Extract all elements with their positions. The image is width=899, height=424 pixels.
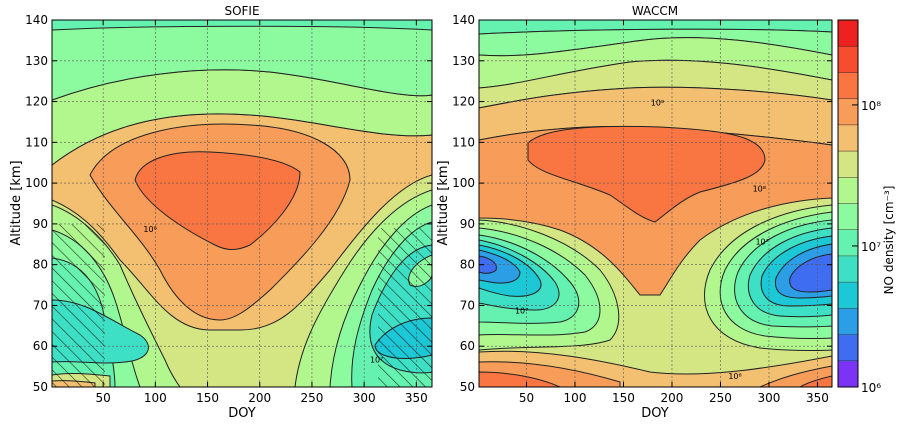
- waccm-ytick-label: 110: [452, 135, 475, 149]
- colorbar-segment: [838, 229, 858, 257]
- waccm-title: WACCM: [632, 4, 678, 18]
- waccm-xtick-label: 250: [709, 391, 732, 405]
- waccm-contour-field: [479, 20, 832, 387]
- colorbar: 10⁶ 10⁷ 10⁸ NO density [cm⁻³]: [837, 19, 896, 395]
- colorbar-label: NO density [cm⁻³]: [882, 186, 896, 295]
- colorbar-segments: [838, 20, 858, 388]
- waccm-xtick-label: 350: [806, 391, 829, 405]
- sofie-band-top-green: [52, 20, 432, 101]
- colorbar-segment: [838, 124, 858, 152]
- colorbar-segment: [838, 20, 858, 47]
- colorbar-segment: [838, 98, 858, 126]
- waccm-ticks: 50 100 150 200 250 300 350 50 60 70 80 90 100 110 120 1…: [452, 13, 832, 405]
- sofie-xlabel: DOY: [228, 406, 256, 421]
- sofie-contour-labels: 10⁸ 10⁷: [143, 225, 383, 364]
- waccm-ytick-label: 100: [452, 176, 475, 190]
- waccm-ytick-label: 140: [452, 13, 475, 27]
- colorbar-segment: [838, 151, 858, 178]
- sofie-title: SOFIE: [224, 4, 259, 18]
- sofie-contour-label: 10⁷: [370, 356, 383, 365]
- sofie-ytick-label: 120: [25, 95, 48, 109]
- waccm-xlabel: DOY: [641, 406, 669, 421]
- waccm-ytick-label: 90: [460, 217, 475, 231]
- colorbar-segment: [838, 255, 858, 283]
- waccm-ylabel: Altitude [km]: [436, 160, 451, 245]
- sofie-xtick-label: 100: [144, 391, 167, 405]
- waccm-axes-frame: [478, 19, 833, 388]
- sofie-contour-label: 10⁸: [143, 225, 156, 234]
- waccm-panel: 50 100 150 200 250 300 350 50 60 70 80 90 100 110 120 1…: [436, 4, 833, 421]
- colorbar-segment: [838, 72, 858, 100]
- sofie-ytick-label: 50: [33, 380, 48, 394]
- colorbar-tick-label: 10⁶: [861, 381, 881, 395]
- waccm-contour-label: 10⁷: [755, 237, 768, 246]
- waccm-contour-label: 10⁷: [515, 307, 528, 316]
- waccm-xtick-label: 150: [612, 391, 635, 405]
- sofie-ticks: 50 100 150 200 250 300 350 50 60 70 80 90 100 110 120 1…: [25, 13, 432, 405]
- sofie-axes-frame: [51, 19, 433, 388]
- sofie-ytick-label: 110: [25, 135, 48, 149]
- sofie-ytick-label: 140: [25, 13, 48, 27]
- sofie-xtick-label: 50: [96, 391, 111, 405]
- sofie-xtick-label: 300: [353, 391, 376, 405]
- waccm-xtick-label: 50: [519, 391, 534, 405]
- sofie-ytick-label: 90: [33, 217, 48, 231]
- colorbar-segment: [838, 46, 858, 73]
- sofie-ytick-label: 130: [25, 54, 48, 68]
- waccm-left-lightblue: [479, 249, 521, 284]
- sofie-hatch-right: [378, 228, 432, 387]
- colorbar-segment: [838, 334, 858, 362]
- sofie-xtick-label: 150: [196, 391, 219, 405]
- waccm-bottom-red-right: [799, 375, 832, 387]
- waccm-ytick-label: 70: [460, 298, 475, 312]
- waccm-contour-label: 10⁸: [651, 99, 664, 108]
- sofie-band-red-orange: [134, 151, 301, 250]
- waccm-band-red-orange: [527, 125, 766, 223]
- waccm-xtick-label: 200: [661, 391, 684, 405]
- colorbar-segment: [838, 308, 858, 336]
- waccm-xtick-label: 100: [564, 391, 587, 405]
- waccm-ytick-label: 80: [460, 258, 475, 272]
- sofie-panel: 50 100 150 200 250 300 350 50 60 70 80 90 100 110 120 1…: [9, 4, 433, 421]
- colorbar-ticks: 10⁶ 10⁷ 10⁸: [852, 99, 881, 395]
- colorbar-segment: [838, 203, 858, 231]
- colorbar-tick-label: 10⁸: [861, 99, 881, 113]
- sofie-ytick-label: 70: [33, 298, 48, 312]
- sofie-gridlines: [52, 20, 432, 387]
- sofie-ytick-label: 100: [25, 176, 48, 190]
- waccm-xtick-label: 300: [758, 391, 781, 405]
- colorbar-segment: [838, 360, 858, 388]
- waccm-ytick-label: 60: [460, 339, 475, 353]
- colorbar-frame: [837, 19, 859, 388]
- waccm-right-blue: [789, 253, 832, 293]
- sofie-xtick-label: 350: [405, 391, 428, 405]
- sofie-xtick-label: 200: [248, 391, 271, 405]
- waccm-ytick-label: 130: [452, 54, 475, 68]
- waccm-gridlines: [479, 20, 832, 387]
- colorbar-tick-label: 10⁷: [861, 240, 881, 254]
- sofie-contour-field: [52, 20, 432, 387]
- waccm-contour-labels: 10⁸ 10⁸ 10⁷ 10⁷ 10⁶: [515, 99, 769, 381]
- sofie-ytick-label: 60: [33, 339, 48, 353]
- sofie-xtick-label: 250: [300, 391, 323, 405]
- sofie-ytick-label: 80: [33, 258, 48, 272]
- sofie-ylabel: Altitude [km]: [9, 160, 24, 245]
- colorbar-segment: [838, 282, 858, 309]
- waccm-contour-label: 10⁸: [753, 184, 766, 193]
- waccm-ytick-label: 120: [452, 95, 475, 109]
- colorbar-segment: [838, 177, 858, 204]
- waccm-contour-label: 10⁶: [728, 372, 741, 381]
- waccm-ytick-label: 50: [460, 380, 475, 394]
